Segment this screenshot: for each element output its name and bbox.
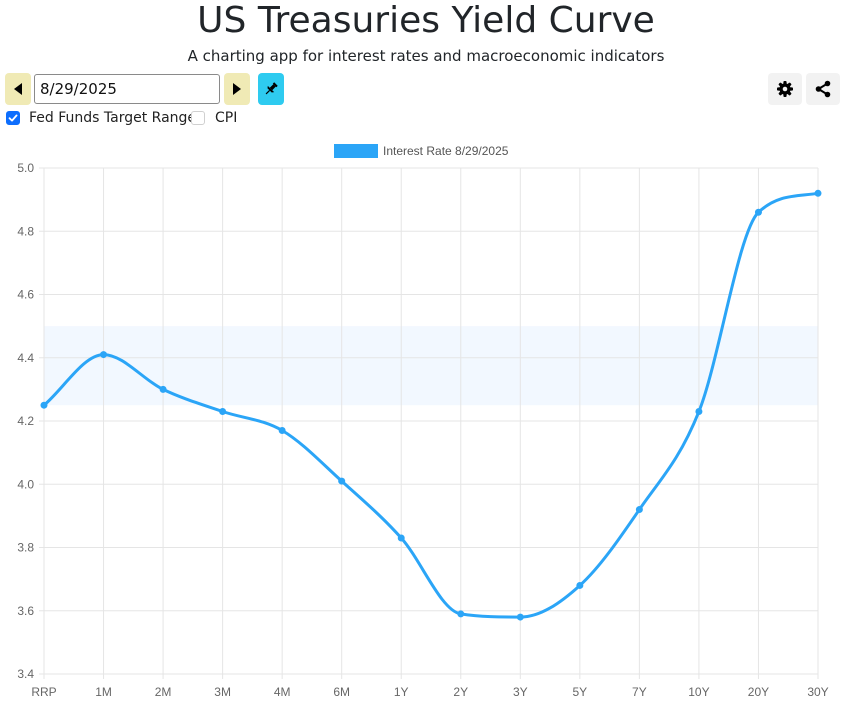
data-point [516, 613, 524, 621]
x-tick-label: 1M [95, 685, 112, 699]
cpi-label: CPI [215, 110, 238, 126]
date-input[interactable] [34, 74, 220, 104]
caret-left-icon [14, 83, 22, 95]
x-tick-label: 20Y [748, 685, 769, 699]
cpi-checkbox[interactable] [191, 111, 205, 125]
yield-curve-chart: 5.0 4.8 4.6 4.4 4.2 4.0 3.8 3.6 3.4 RRP 1M 2M 3M 4M 6… [17, 144, 829, 699]
x-tick-label: 10Y [688, 685, 709, 699]
legend-swatch [334, 144, 378, 158]
fed-funds-label: Fed Funds Target Range [29, 110, 197, 126]
x-tick-label: 3M [214, 685, 231, 699]
x-tick-label: 5Y [573, 685, 588, 699]
fed-funds-checkbox[interactable] [6, 111, 20, 125]
data-point [814, 189, 822, 197]
x-tick-label: 2M [155, 685, 172, 699]
data-point [219, 408, 227, 416]
y-tick-label: 4.0 [17, 477, 34, 491]
y-tick-label: 3.6 [17, 604, 34, 618]
data-point [338, 477, 346, 485]
x-tick-label: RRP [31, 685, 56, 699]
y-tick-label: 3.8 [17, 541, 34, 555]
page-subtitle: A charting app for interest rates and ma… [187, 47, 665, 65]
data-point [576, 581, 584, 589]
legend-label: Interest Rate 8/29/2025 [383, 144, 509, 158]
data-point [695, 408, 703, 416]
y-tick-label: 5.0 [17, 161, 34, 175]
data-point [397, 534, 405, 542]
caret-right-icon [233, 83, 241, 95]
data-point [278, 426, 286, 434]
checkmark-icon [8, 114, 18, 122]
data-point [159, 385, 167, 393]
page-title: US Treasuries Yield Curve [197, 0, 655, 41]
data-point [100, 351, 108, 359]
gear-icon [777, 81, 793, 97]
data-point [457, 610, 465, 618]
settings-button[interactable] [768, 73, 802, 105]
x-tick-label: 3Y [513, 685, 528, 699]
y-tick-label: 4.2 [17, 414, 34, 428]
y-tick-label: 4.6 [17, 288, 34, 302]
previous-date-button[interactable] [5, 73, 31, 105]
x-tick-label: 1Y [394, 685, 409, 699]
pin-icon [265, 82, 278, 95]
x-tick-label: 30Y [807, 685, 828, 699]
fed-funds-band [44, 326, 818, 406]
share-button[interactable] [806, 73, 840, 105]
share-icon [815, 80, 831, 98]
data-point [40, 401, 48, 409]
x-tick-label: 2Y [453, 685, 468, 699]
data-point [635, 506, 643, 514]
y-tick-label: 4.8 [17, 224, 34, 238]
series-line [43, 191, 819, 619]
x-tick-label: 6M [333, 685, 350, 699]
next-date-button[interactable] [224, 73, 250, 105]
y-tick-label: 3.4 [17, 667, 34, 681]
x-tick-label: 4M [274, 685, 291, 699]
pin-button[interactable] [258, 73, 284, 105]
x-tick-label: 7Y [632, 685, 647, 699]
y-tick-label: 4.4 [17, 351, 34, 365]
data-point [754, 208, 762, 216]
